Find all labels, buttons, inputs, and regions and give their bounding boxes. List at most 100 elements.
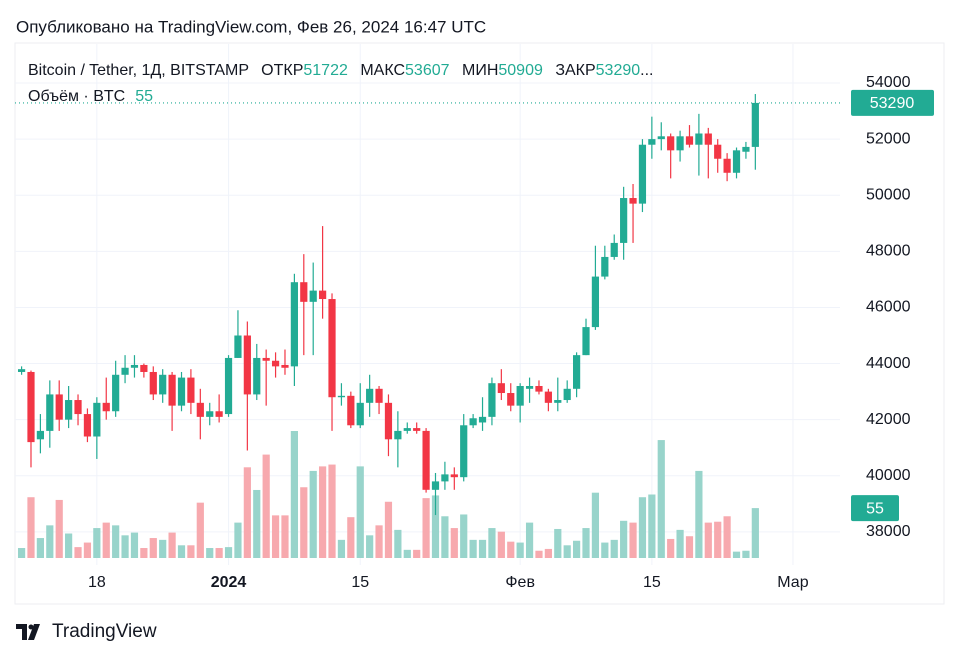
volume-bar: [629, 522, 637, 558]
frame: [14, 42, 945, 605]
published-note: Опубликовано на TradingView.com, Фев 26,…: [16, 17, 486, 36]
volume-bar: [300, 487, 308, 558]
candle-body: [375, 388, 383, 403]
candle-body: [460, 425, 468, 478]
candle-body: [300, 282, 308, 302]
ohlc-label: МИН: [462, 62, 498, 79]
volume-bar: [271, 515, 280, 558]
candle-body: [714, 144, 722, 159]
volume-bar: [384, 501, 393, 558]
volume-bar: [337, 539, 346, 558]
ohlc-value: 50909: [498, 62, 543, 79]
volume-bar: [27, 497, 35, 558]
candle-body: [328, 299, 336, 398]
volume-bar: [319, 466, 327, 558]
candle-body: [112, 374, 120, 412]
volume-bar: [347, 517, 355, 558]
volume-bar: [159, 539, 167, 558]
candle-body: [573, 355, 581, 389]
candle-body: [648, 139, 656, 145]
volume-bar: [714, 521, 722, 558]
volume-bar: [582, 528, 590, 558]
candle-body: [253, 357, 261, 395]
ohlc-value: 53607: [405, 62, 450, 79]
volume-bar: [234, 522, 242, 558]
candle-body: [17, 369, 26, 372]
volume-bar: [554, 528, 562, 558]
ohlc-value: 53290: [596, 62, 641, 79]
volume-bar: [704, 522, 712, 558]
candle-body: [723, 158, 731, 173]
x-tick-label: Фев: [505, 574, 535, 591]
volume-bar: [112, 525, 120, 558]
candle-body: [629, 198, 637, 204]
volume-bar: [413, 549, 421, 558]
volume-bar: [149, 538, 157, 558]
volume-bar: [243, 467, 251, 558]
candle-body: [497, 383, 505, 394]
volume-bar: [46, 525, 54, 558]
candle-body: [469, 418, 477, 426]
candle-body: [337, 395, 346, 398]
candle-body: [403, 428, 411, 431]
volume-bar: [224, 547, 233, 558]
candle-body: [130, 364, 139, 368]
brand: TradingView: [16, 621, 157, 642]
candle-body: [742, 146, 750, 152]
volume-bar: [676, 529, 684, 558]
volume-bar: [657, 440, 665, 558]
candle-body: [140, 364, 148, 372]
y-tick-label: 52000: [866, 130, 911, 147]
candle-body: [271, 360, 280, 367]
candle-body: [159, 374, 167, 395]
brand-name: TradingView: [52, 621, 157, 642]
volume-value: 55: [135, 88, 153, 105]
candle-body: [27, 371, 35, 443]
volume-bar: [187, 545, 195, 558]
volume-bar: [394, 529, 402, 558]
candle-body: [319, 290, 327, 300]
volume-bar: [488, 528, 496, 558]
candle-body: [93, 402, 101, 437]
volume-bar: [535, 550, 543, 558]
y-tick-label: 44000: [866, 355, 911, 372]
candle-body: [394, 430, 402, 440]
grid: [15, 44, 840, 565]
volume-bar: [36, 538, 44, 558]
volume-bar: [450, 528, 458, 558]
candle-body: [638, 144, 647, 204]
volume-bar: [93, 528, 101, 558]
candle-body: [55, 394, 63, 420]
volume-bar: [281, 515, 289, 558]
truncation: ...: [640, 62, 653, 79]
volume-bar: [290, 431, 298, 558]
volume-bar: [215, 548, 223, 558]
volume-layer: [17, 431, 759, 558]
volume-label: Объём · BTC: [28, 88, 125, 105]
volume-bar: [441, 516, 449, 558]
candle-body: [657, 136, 665, 140]
symbol: Bitcoin / Tether, 1Д, BITSTAMP: [28, 62, 249, 79]
volume-bar: [262, 454, 270, 558]
candle-body: [196, 402, 204, 417]
x-tick-label: 2024: [211, 574, 247, 591]
volume-bar: [328, 464, 336, 558]
volume-bar: [55, 499, 63, 558]
volume-bar: [422, 498, 430, 558]
candle-body: [610, 242, 618, 257]
volume-bar: [356, 466, 364, 558]
volume-bar: [610, 539, 618, 558]
volume-bar: [460, 514, 468, 558]
volume-bar: [563, 545, 571, 558]
candle-body: [74, 400, 82, 415]
candle-body: [262, 357, 270, 361]
volume-bar: [573, 540, 581, 558]
candle-body: [36, 430, 44, 440]
volume-bar: [196, 502, 204, 558]
candle-layer: [17, 94, 759, 516]
candle-body: [620, 198, 628, 243]
ohlc-label: МАКС: [360, 62, 405, 79]
volume-bar: [102, 522, 110, 558]
x-tick-label: 18: [88, 574, 106, 591]
candle-body: [544, 391, 552, 403]
